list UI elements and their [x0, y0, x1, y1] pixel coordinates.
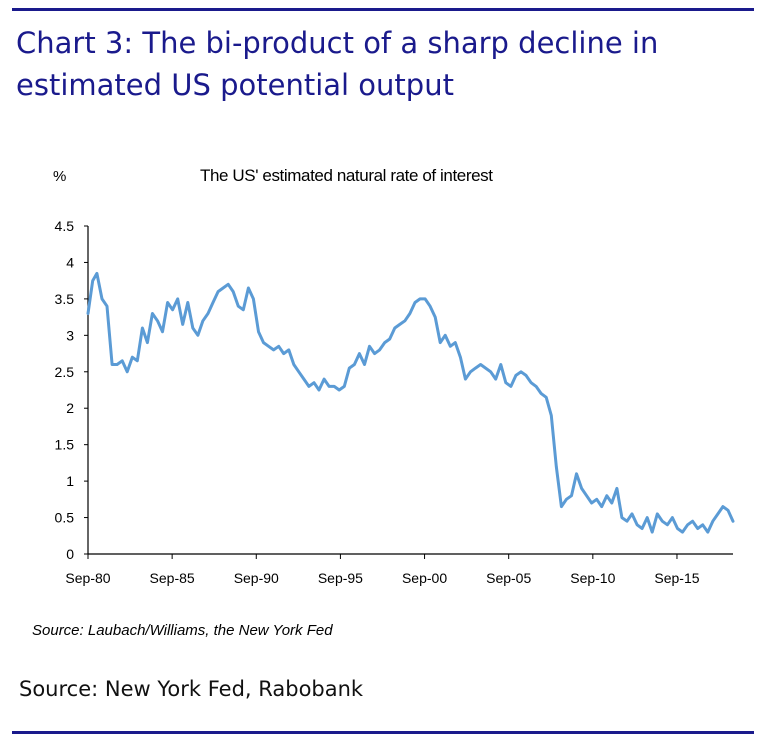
- x-tick-label: Sep-05: [486, 570, 531, 586]
- y-tick-label: 2: [66, 400, 74, 416]
- y-tick-label: 0: [66, 546, 74, 562]
- line-chart: 00.511.522.533.544.5 Sep-80 Sep-85 Sep-90 S…: [55, 218, 735, 586]
- y-tick-label: 0.5: [55, 510, 75, 526]
- chart-title: The US' estimated natural rate of intere…: [200, 166, 493, 185]
- y-unit-label: %: [53, 168, 67, 185]
- top-rule: [12, 8, 754, 11]
- x-tick-label: Sep-00: [402, 570, 447, 586]
- page-source-note: Source: New York Fed, Rabobank: [19, 677, 364, 701]
- x-tick-label: Sep-10: [570, 570, 615, 586]
- y-tick-label: 1.5: [55, 437, 75, 453]
- bottom-rule: [12, 731, 754, 734]
- x-tick-label: Sep-85: [150, 570, 195, 586]
- x-tick-label: Sep-95: [318, 570, 363, 586]
- chart-headline: Chart 3: The bi-product of a sharp decli…: [16, 26, 659, 102]
- y-tick-label: 3.5: [55, 291, 75, 307]
- x-tick-label: Sep-15: [654, 570, 699, 586]
- y-tick-label: 4: [66, 254, 74, 270]
- chart-source-note: Source: Laubach/Williams, the New York F…: [32, 622, 333, 639]
- natural-rate-series-line: [86, 271, 735, 534]
- y-tick-label: 2.5: [55, 364, 75, 380]
- x-tick-label: Sep-90: [234, 570, 279, 586]
- x-tick-label: Sep-80: [65, 570, 110, 586]
- y-tick-label: 4.5: [55, 218, 75, 234]
- x-axis-ticks: Sep-80 Sep-85 Sep-90 Sep-95 Sep-00 Sep-05 Sep-…: [65, 554, 700, 586]
- y-tick-label: 1: [66, 473, 74, 489]
- y-tick-label: 3: [66, 327, 74, 343]
- y-axis-ticks: 0 0.5 1 1.5 2 2.5 3 3.5 4 4.5: [55, 218, 88, 562]
